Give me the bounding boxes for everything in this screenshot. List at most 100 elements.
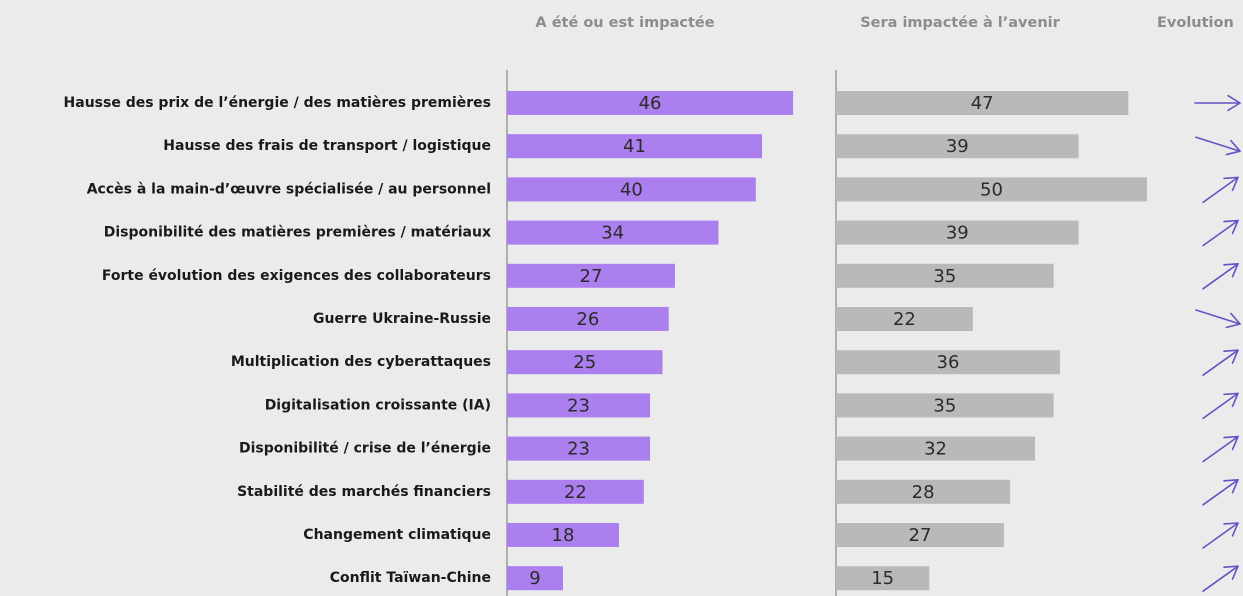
value-label: 22 bbox=[893, 309, 916, 330]
bar bbox=[507, 350, 663, 375]
evolution-header: Evolution bbox=[1157, 15, 1234, 31]
arrow-shaft bbox=[1202, 219, 1239, 247]
arrow-head bbox=[1223, 176, 1239, 192]
value-label: 27 bbox=[580, 266, 603, 287]
evolution-arrow bbox=[1202, 478, 1239, 506]
value-label: 32 bbox=[924, 439, 947, 460]
value-label: 36 bbox=[937, 352, 960, 373]
value-label: 34 bbox=[601, 223, 624, 244]
arrow-head bbox=[1223, 478, 1239, 494]
bar bbox=[507, 220, 719, 245]
arrow-head bbox=[1223, 392, 1239, 408]
arrow-shaft bbox=[1202, 176, 1239, 204]
arrow-head bbox=[1227, 94, 1241, 112]
arrow-head bbox=[1223, 435, 1239, 451]
arrow-shaft bbox=[1202, 262, 1239, 290]
bar bbox=[836, 91, 1129, 115]
bar bbox=[507, 177, 756, 202]
category-label: Disponibilité / crise de l’énergie bbox=[239, 441, 491, 457]
evolution-arrow bbox=[1202, 176, 1239, 204]
arrow-head bbox=[1225, 312, 1241, 329]
evolution-arrow bbox=[1202, 435, 1239, 463]
value-label: 46 bbox=[639, 93, 662, 114]
arrow-shaft bbox=[1202, 349, 1239, 377]
value-label: 39 bbox=[946, 136, 969, 157]
arrow-shaft bbox=[1202, 435, 1239, 463]
bar bbox=[507, 479, 644, 504]
value-label: 41 bbox=[623, 136, 646, 157]
series-header: A été ou est impactée bbox=[535, 15, 714, 31]
bar bbox=[836, 307, 973, 331]
arrow-head bbox=[1223, 565, 1239, 580]
bar bbox=[507, 263, 675, 288]
bar bbox=[836, 263, 1054, 288]
series-header: Sera impactée à l’avenir bbox=[860, 15, 1060, 31]
bar bbox=[836, 436, 1036, 461]
value-label: 26 bbox=[576, 309, 599, 330]
category-label: Hausse des prix de l’énergie / des matiè… bbox=[64, 95, 491, 111]
arrow-head bbox=[1223, 219, 1239, 235]
category-label: Digitalisation croissante (IA) bbox=[265, 397, 491, 413]
bar bbox=[836, 350, 1060, 375]
evolution-arrow bbox=[1195, 309, 1241, 329]
evolution-arrow bbox=[1195, 136, 1241, 156]
category-label: Stabilité des marchés financiers bbox=[237, 484, 491, 500]
value-label: 28 bbox=[912, 482, 935, 503]
bar bbox=[836, 220, 1079, 245]
bar bbox=[507, 393, 651, 418]
value-label: 18 bbox=[552, 525, 575, 546]
bar bbox=[507, 523, 619, 547]
arrow-head bbox=[1223, 522, 1239, 537]
value-label: 23 bbox=[567, 395, 590, 416]
category-label: Multiplication des cyberattaques bbox=[231, 354, 491, 370]
bar bbox=[836, 393, 1054, 418]
arrow-shaft bbox=[1202, 392, 1239, 420]
arrow-shaft bbox=[1202, 478, 1239, 506]
category-label: Hausse des frais de transport / logistiq… bbox=[163, 138, 491, 154]
value-label: 50 bbox=[980, 179, 1003, 200]
value-label: 35 bbox=[933, 395, 956, 416]
arrow-head bbox=[1223, 262, 1239, 278]
value-label: 35 bbox=[933, 266, 956, 287]
category-label: Guerre Ukraine-Russie bbox=[313, 311, 491, 327]
arrow-head bbox=[1225, 139, 1241, 156]
evolution-arrow bbox=[1202, 522, 1239, 549]
arrow-shaft bbox=[1202, 522, 1239, 549]
bar bbox=[836, 177, 1147, 202]
evolution-arrow bbox=[1194, 94, 1241, 112]
category-label: Accès à la main-d’œuvre spécialisée / au… bbox=[87, 181, 491, 197]
evolution-arrow bbox=[1202, 262, 1239, 290]
bar bbox=[836, 134, 1079, 159]
value-label: 15 bbox=[871, 568, 894, 589]
evolution-arrow bbox=[1202, 565, 1239, 593]
bar bbox=[507, 134, 763, 159]
value-label: 25 bbox=[573, 352, 596, 373]
arrow-shaft bbox=[1195, 309, 1241, 325]
bar bbox=[507, 566, 563, 591]
value-label: 27 bbox=[909, 525, 932, 546]
value-label: 23 bbox=[567, 439, 590, 460]
category-label: Forte évolution des exigences des collab… bbox=[102, 268, 491, 284]
value-label: 9 bbox=[529, 568, 540, 589]
category-label: Conflit Taïwan-Chine bbox=[330, 570, 491, 586]
arrow-shaft bbox=[1202, 565, 1239, 593]
evolution-arrow bbox=[1202, 392, 1239, 420]
bar bbox=[507, 307, 669, 331]
category-label: Disponibilité des matières premières / m… bbox=[104, 225, 491, 241]
value-label: 39 bbox=[946, 223, 969, 244]
bar bbox=[836, 479, 1011, 504]
arrow-shaft bbox=[1195, 136, 1241, 152]
value-label: 22 bbox=[564, 482, 587, 503]
evolution-arrow bbox=[1202, 349, 1239, 377]
arrow-head bbox=[1223, 349, 1239, 364]
bar bbox=[836, 523, 1004, 547]
evolution-arrow bbox=[1202, 219, 1239, 247]
category-label: Changement climatique bbox=[303, 527, 491, 543]
value-label: 47 bbox=[971, 93, 994, 114]
bar bbox=[507, 436, 651, 461]
bar bbox=[507, 91, 794, 115]
bar bbox=[836, 566, 930, 591]
